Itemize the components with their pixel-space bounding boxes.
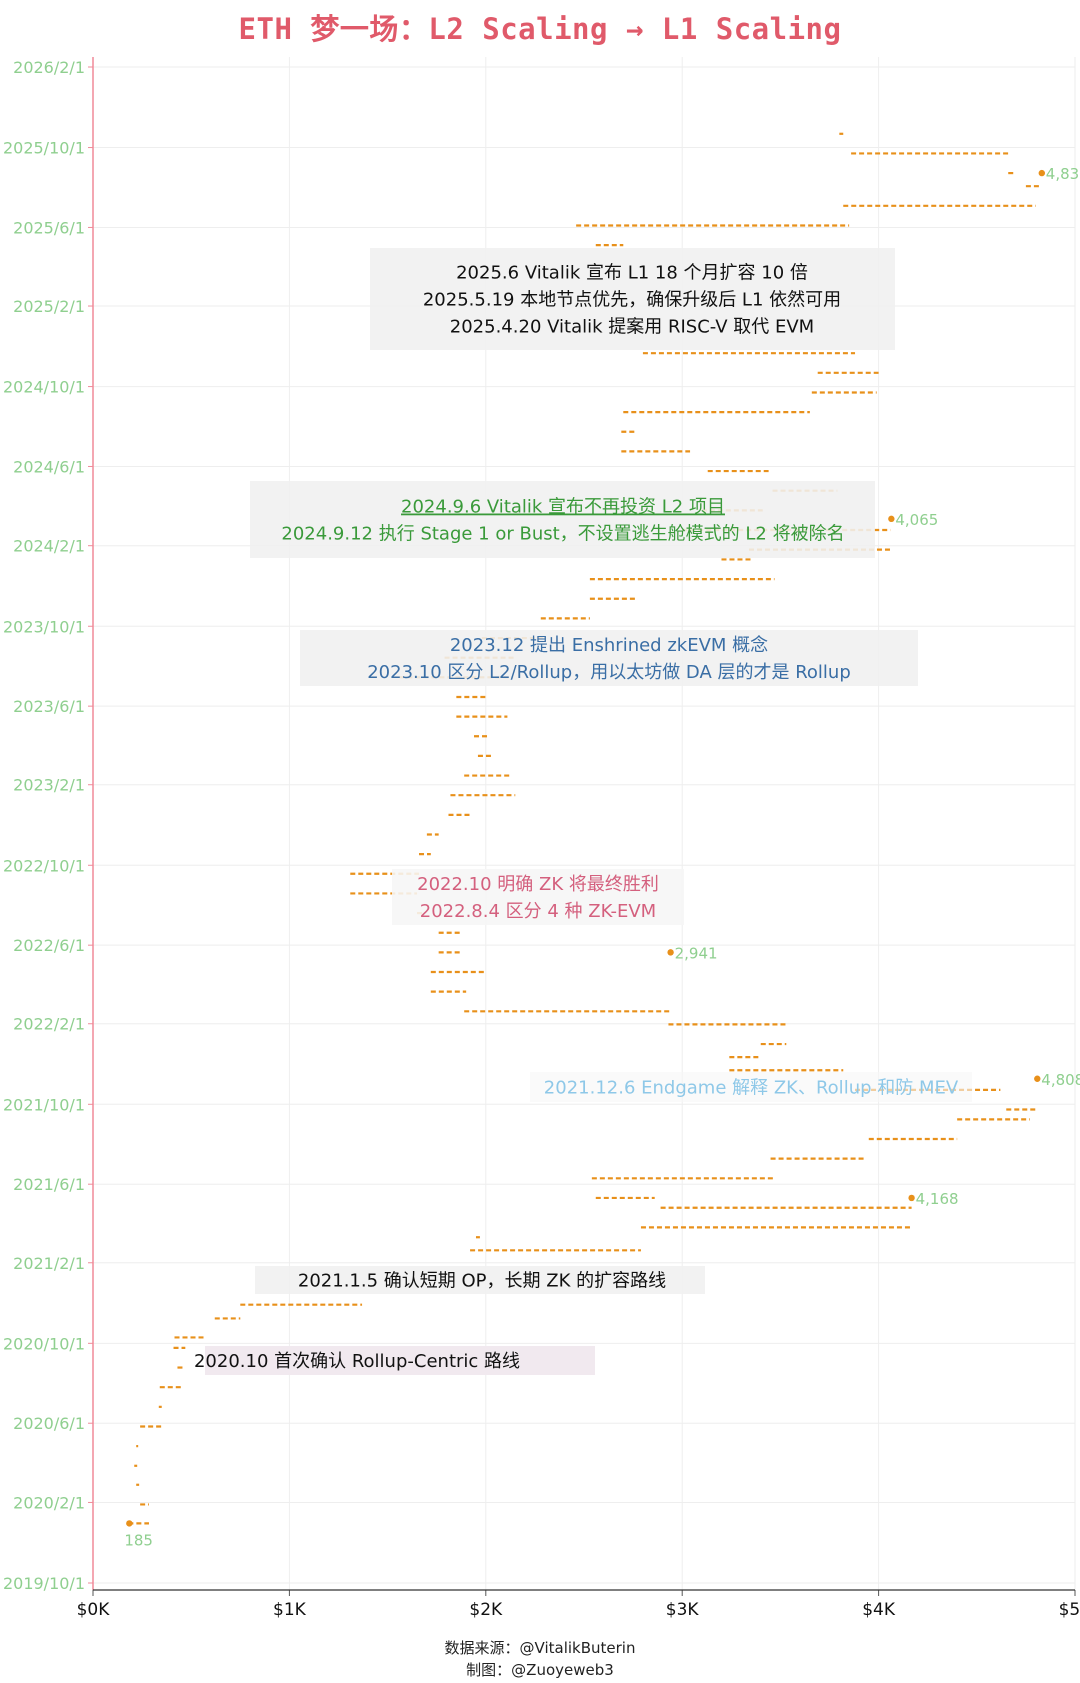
y-tick-label: 2020/6/1 <box>13 1414 85 1433</box>
y-tick-label: 2022/6/1 <box>13 936 85 955</box>
y-tick-label: 2020/2/1 <box>13 1493 85 1512</box>
annotation-box <box>392 869 684 925</box>
annotation-box <box>250 481 875 558</box>
annotation-line: 2022.8.4 区分 4 种 ZK-EVM <box>420 901 656 922</box>
annotation-box <box>300 630 918 686</box>
annotation: 2024.9.6 Vitalik 宣布不再投资 L2 项目 2024.9.12 执… <box>250 481 875 558</box>
annotation-box <box>370 248 895 350</box>
y-tick-label: 2024/10/1 <box>3 378 85 397</box>
peak-marker <box>1034 1075 1041 1082</box>
annotation-line: 2023.12 提出 Enshrined zkEVM 概念 <box>450 634 768 656</box>
y-tick-label: 2021/10/1 <box>3 1095 85 1114</box>
x-tick-label: $0K <box>77 1600 111 1620</box>
y-tick-label: 2022/10/1 <box>3 856 85 875</box>
grid <box>92 57 1076 1590</box>
annotation: 2022.10 明确 ZK 将最终胜利 2022.8.4 区分 4 种 ZK-EV… <box>392 869 684 925</box>
value-label: 4,065 <box>895 511 938 529</box>
y-tick-label: 2024/6/1 <box>13 457 85 476</box>
x-tick-label: $5K <box>1059 1600 1080 1620</box>
data-source: 数据来源：@VitalikButerin <box>444 1639 636 1657</box>
chart-author: 制图：@Zuoyeweb3 <box>466 1661 614 1679</box>
annotation-line: 2025.6 Vitalik 宣布 L1 18 个月扩容 10 倍 <box>456 263 808 284</box>
y-tick-label: 2019/10/1 <box>3 1574 85 1593</box>
peak-marker <box>667 949 674 956</box>
annotation: 2025.6 Vitalik 宣布 L1 18 个月扩容 10 倍 2025.5.… <box>370 248 895 350</box>
annotation-line: 2023.10 区分 L2/Rollup，用以太坊做 DA 层的才是 Rollu… <box>367 662 851 683</box>
y-tick-label: 2020/10/1 <box>3 1334 85 1353</box>
y-tick-label: 2023/2/1 <box>13 776 85 795</box>
annotation-line: 2024.9.6 Vitalik 宣布不再投资 L2 项目 <box>401 497 725 518</box>
y-tick-label: 2023/10/1 <box>3 617 85 636</box>
value-label: 185 <box>124 1531 153 1549</box>
peak-marker <box>126 1520 133 1527</box>
annotation-box <box>255 1266 705 1294</box>
value-labels: 185 4,168 4,808 2,941 4,065 4,831 <box>124 165 1080 1549</box>
annotation-line: 2025.4.20 Vitalik 提案用 RISC-V 取代 EVM <box>450 317 814 338</box>
value-label: 4,831 <box>1046 165 1080 183</box>
annotation-line: 2022.10 明确 ZK 将最终胜利 <box>417 874 659 895</box>
annotation: 2021.1.5 确认短期 OP，长期 ZK 的扩容路线 <box>255 1266 705 1294</box>
annotation-box <box>530 1072 972 1102</box>
annotation-line: 2024.9.12 执行 Stage 1 or Bust，不设置逃生舱模式的 L… <box>281 524 844 545</box>
y-tick-label: 2021/6/1 <box>13 1175 85 1194</box>
annotation: 2023.12 提出 Enshrined zkEVM 概念 2023.10 区分 … <box>300 630 918 686</box>
chart-title: ETH 梦一场：L2 Scaling → L1 Scaling <box>238 12 842 46</box>
annotation-line: 2025.5.19 本地节点优先，确保升级后 L1 依然可用 <box>423 290 841 311</box>
annotation-line: 2021.12.6 Endgame 解释 ZK、Rollup 和防 MEV <box>544 1078 959 1099</box>
annotation-box <box>205 1346 595 1375</box>
y-tick-label: 2024/2/1 <box>13 537 85 556</box>
x-tick-label: $1K <box>273 1600 307 1620</box>
value-label: 2,941 <box>675 944 718 962</box>
annotations: 2025.6 Vitalik 宣布 L1 18 个月扩容 10 倍 2025.5.… <box>194 248 972 1375</box>
annotation-line: 2020.10 首次确认 Rollup-Centric 路线 <box>194 1351 520 1372</box>
y-tick-label: 2021/2/1 <box>13 1254 85 1273</box>
peak-marker <box>1038 169 1046 177</box>
y-tick-label: 2023/6/1 <box>13 697 85 716</box>
annotation-line: 2021.1.5 确认短期 OP，长期 ZK 的扩容路线 <box>298 1271 666 1292</box>
axes: 2026/2/1 2025/10/1 2025/6/1 2025/2/1 2024/10… <box>3 57 1080 1620</box>
peak-marker <box>888 515 895 523</box>
y-tick-label: 2022/2/1 <box>13 1015 85 1034</box>
credits: 数据来源：@VitalikButerin 制图：@Zuoyeweb3 <box>0 1637 1080 1681</box>
y-tick-label: 2026/2/1 <box>13 58 85 77</box>
y-tick-label: 2025/10/1 <box>3 139 85 158</box>
annotation: 2020.10 首次确认 Rollup-Centric 路线 <box>194 1346 595 1375</box>
peak-marker <box>908 1194 915 1202</box>
annotation: 2021.12.6 Endgame 解释 ZK、Rollup 和防 MEV <box>530 1072 972 1102</box>
x-tick-label: $2K <box>469 1600 503 1620</box>
value-label: 4,168 <box>916 1190 959 1208</box>
y-tick-label: 2025/2/1 <box>13 297 85 316</box>
x-tick-label: $3K <box>666 1600 700 1620</box>
y-tick-label: 2025/6/1 <box>13 218 85 237</box>
x-tick-label: $4K <box>862 1600 896 1620</box>
value-label: 4,808 <box>1041 1071 1080 1089</box>
